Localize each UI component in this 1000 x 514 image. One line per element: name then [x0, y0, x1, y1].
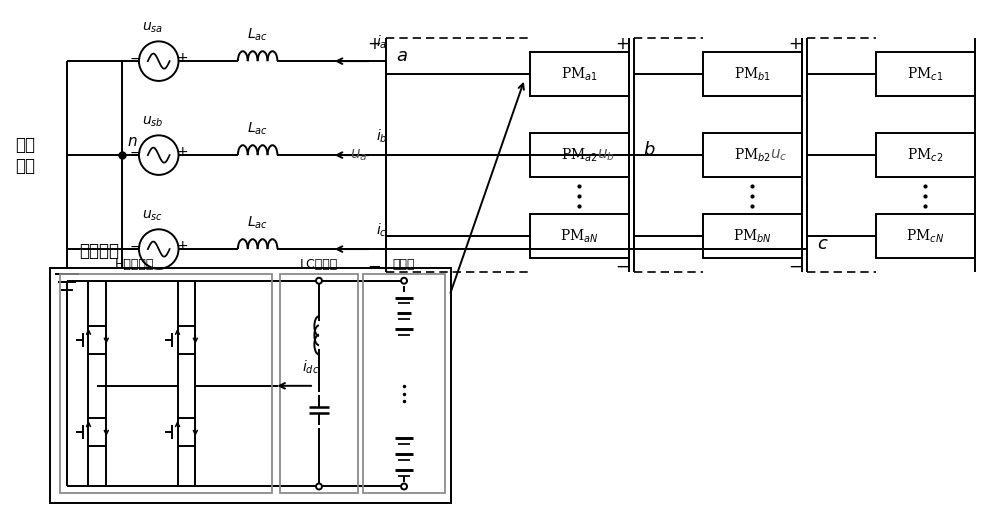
- Bar: [530, 133, 629, 177]
- Text: $c$: $c$: [817, 235, 828, 253]
- Text: $b$: $b$: [643, 141, 656, 159]
- Bar: [530, 52, 629, 96]
- Text: PM$_{a2}$: PM$_{a2}$: [561, 146, 598, 164]
- Bar: [876, 214, 975, 258]
- Circle shape: [401, 278, 407, 284]
- Circle shape: [401, 484, 407, 489]
- Text: PM$_{c1}$: PM$_{c1}$: [907, 65, 943, 83]
- Text: $i_b$: $i_b$: [376, 128, 387, 145]
- Text: $u_b$: $u_b$: [597, 148, 615, 163]
- Text: $i_c$: $i_c$: [376, 222, 387, 239]
- Text: PM$_{cN}$: PM$_{cN}$: [906, 228, 944, 245]
- Text: PM$_{b2}$: PM$_{b2}$: [734, 146, 771, 164]
- Text: $L_{ac}$: $L_{ac}$: [247, 27, 268, 43]
- Text: 交流
电网: 交流 电网: [15, 136, 35, 175]
- Text: $+$: $+$: [615, 35, 629, 53]
- Bar: [50, 268, 451, 503]
- Text: $L_{ac}$: $L_{ac}$: [247, 215, 268, 231]
- Bar: [280, 274, 358, 493]
- Text: $i_a$: $i_a$: [376, 34, 387, 51]
- Text: PM$_{a1}$: PM$_{a1}$: [561, 65, 598, 83]
- Bar: [876, 133, 975, 177]
- Text: $n$: $n$: [127, 135, 138, 149]
- Text: PM$_{bN}$: PM$_{bN}$: [733, 228, 772, 245]
- Text: $i_{dc}$: $i_{dc}$: [302, 359, 320, 376]
- Bar: [703, 214, 802, 258]
- Text: $-$: $-$: [788, 257, 802, 275]
- Text: $u_c$: $u_c$: [770, 148, 788, 163]
- Circle shape: [316, 278, 322, 284]
- Circle shape: [316, 484, 322, 489]
- Text: PM$_{aN}$: PM$_{aN}$: [560, 228, 598, 245]
- Text: PM$_{b1}$: PM$_{b1}$: [734, 65, 771, 83]
- Text: $-$: $-$: [129, 145, 141, 159]
- Text: $u_a$: $u_a$: [350, 148, 367, 163]
- Text: $a$: $a$: [396, 47, 408, 65]
- Bar: [876, 52, 975, 96]
- Text: $u_{sa}$: $u_{sa}$: [142, 21, 163, 35]
- Text: $-$: $-$: [615, 257, 629, 275]
- Text: 电池簇: 电池簇: [393, 258, 415, 271]
- Bar: [703, 133, 802, 177]
- Bar: [530, 214, 629, 258]
- Text: $u_{sc}$: $u_{sc}$: [142, 209, 163, 224]
- Text: $-$: $-$: [367, 257, 381, 275]
- Text: $-$: $-$: [129, 239, 141, 253]
- Bar: [703, 52, 802, 96]
- Text: $u_{sb}$: $u_{sb}$: [142, 115, 164, 130]
- Text: 功率模块: 功率模块: [80, 242, 120, 260]
- Text: $+$: $+$: [176, 51, 189, 65]
- Text: LC滤波器: LC滤波器: [300, 258, 338, 271]
- Text: $L_{ac}$: $L_{ac}$: [247, 121, 268, 137]
- Text: PM$_{c2}$: PM$_{c2}$: [907, 146, 943, 164]
- Text: $+$: $+$: [788, 35, 802, 53]
- Text: $-$: $-$: [129, 51, 141, 65]
- Bar: [60, 274, 272, 493]
- Text: $+$: $+$: [176, 145, 189, 159]
- Bar: [363, 274, 445, 493]
- Text: $+$: $+$: [367, 35, 381, 53]
- Text: $+$: $+$: [176, 239, 189, 253]
- Text: H桥变换器: H桥变换器: [115, 258, 154, 271]
